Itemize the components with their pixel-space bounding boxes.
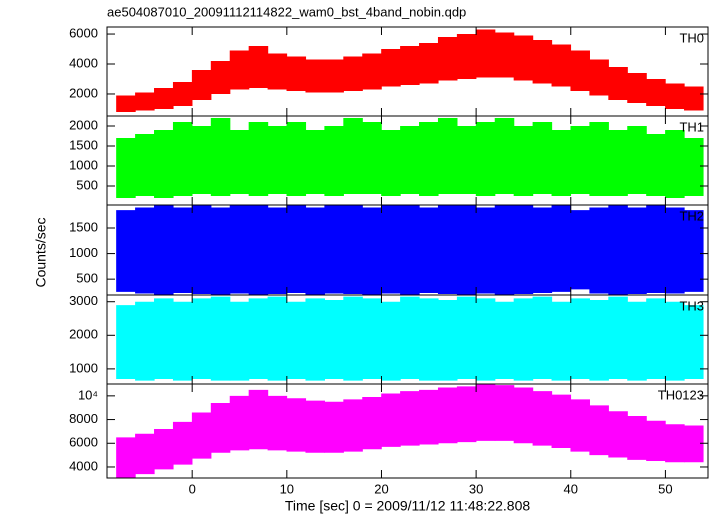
y-tick-label: 6000: [69, 25, 98, 40]
x-tick-label: 0: [189, 481, 196, 496]
x-tick-label: 40: [564, 481, 578, 496]
series-label: TH1: [679, 119, 704, 134]
x-tick-label: 10: [280, 481, 294, 496]
y-tick-label: 1000: [69, 245, 98, 260]
y-tick-label: 4000: [69, 458, 98, 473]
y-tick-label: 1500: [69, 219, 98, 234]
y-tick-label: 8000: [69, 411, 98, 426]
y-tick-label: 2000: [69, 327, 98, 342]
y-tick-label: 1500: [69, 137, 98, 152]
series-label: TH0123: [658, 387, 704, 402]
y-tick-label: 500: [76, 177, 98, 192]
y-tick-label: 2000: [69, 117, 98, 132]
series-label: TH0: [679, 30, 704, 45]
y-tick-label: 2000: [69, 85, 98, 100]
series-label: TH2: [679, 208, 704, 223]
y-tick-label: 6000: [69, 435, 98, 450]
panel-frame: [106, 383, 709, 479]
y-tick-label: 3000: [69, 293, 98, 308]
y-axis-label: Counts/sec: [33, 217, 49, 287]
y-tick-label: 4000: [69, 55, 98, 70]
y-tick-label: 10⁴: [78, 387, 98, 402]
x-tick-label: 20: [374, 481, 388, 496]
x-axis-label: Time [sec] 0 = 2009/11/12 11:48:22.808: [285, 498, 531, 514]
y-tick-label: 1000: [69, 157, 98, 172]
chart-title: ae504087010_20091112114822_wam0_bst_4ban…: [107, 4, 466, 19]
x-tick-label: 50: [658, 481, 672, 496]
x-tick-label: 30: [469, 481, 483, 496]
series-label: TH3: [679, 298, 704, 313]
y-tick-label: 500: [76, 271, 98, 286]
y-tick-label: 1000: [69, 360, 98, 375]
